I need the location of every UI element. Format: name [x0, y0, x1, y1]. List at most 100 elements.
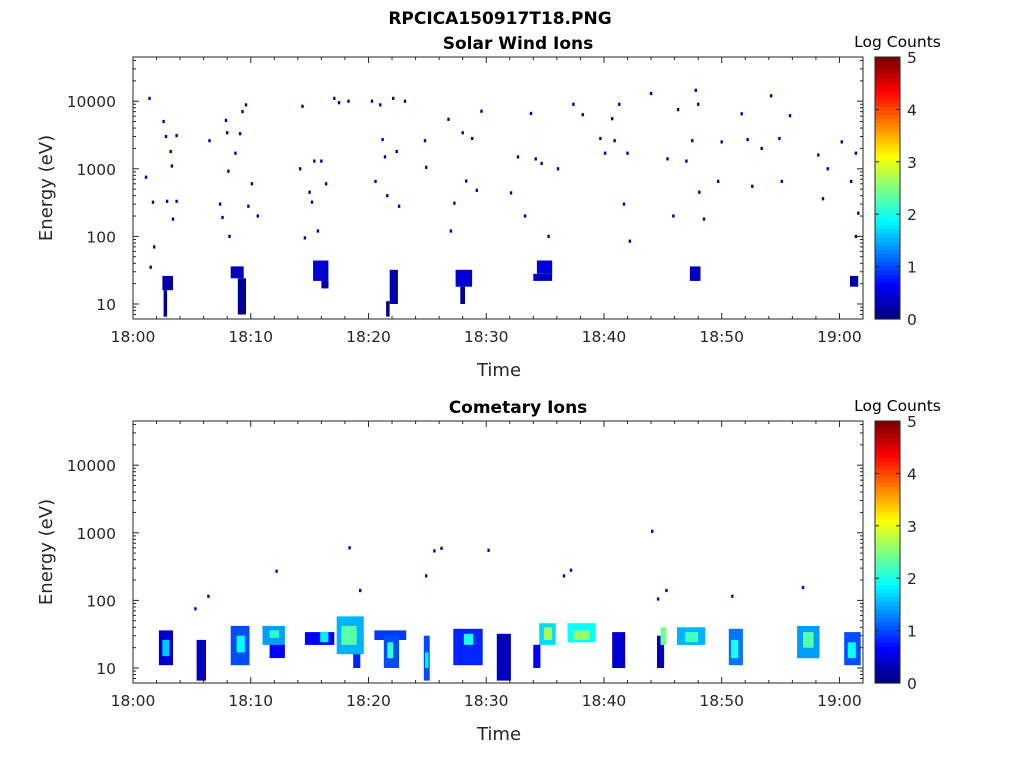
colorbar-swatch	[875, 220, 900, 226]
colorbar-swatch	[875, 543, 900, 549]
heatmap-point	[801, 585, 805, 590]
heatmap-cell	[389, 269, 398, 304]
x-ticks: 18:00 18:10 18:20 18:30 18:40 18:50 19:00	[111, 421, 862, 710]
heatmap-point	[581, 113, 584, 117]
panel-title: Solar Wind Ions	[443, 34, 594, 54]
heatmap-point	[509, 191, 513, 195]
colorbar-swatch	[875, 237, 900, 242]
colorbar-swatch	[875, 527, 900, 533]
heatmap-cell	[386, 301, 390, 317]
heatmap-point	[516, 155, 520, 159]
heatmap-point	[381, 138, 384, 142]
colorbar-swatch	[875, 674, 900, 680]
colorbar-swatch	[875, 449, 900, 455]
axes-frame	[132, 420, 864, 684]
colorbar-swatch	[875, 470, 900, 475]
colorbar-swatch	[875, 658, 900, 664]
heatmap-point	[310, 200, 314, 204]
colorbar-swatch	[875, 564, 900, 569]
heatmap-point	[649, 91, 653, 96]
heatmap-point	[171, 217, 175, 221]
colorbar-swatch	[875, 114, 900, 119]
heatmap-point	[622, 202, 626, 206]
heatmap-point	[826, 167, 829, 171]
colorbar-swatch	[875, 286, 900, 291]
heatmap-point	[691, 139, 694, 143]
y-tick-label: 10	[96, 660, 116, 678]
colorbar-swatch	[875, 515, 900, 520]
heatmap-cell	[536, 260, 553, 274]
heatmap-point	[540, 161, 543, 165]
heatmap-point	[676, 108, 680, 112]
heatmap-patches	[162, 260, 859, 317]
heatmap-point	[562, 574, 566, 578]
colorbar-swatch	[875, 552, 900, 557]
colorbar-label: Log Counts	[854, 33, 941, 51]
heatmap-point	[337, 101, 341, 105]
colorbar-swatch	[875, 265, 900, 271]
heatmap-point	[207, 594, 210, 598]
colorbar-swatch	[875, 269, 900, 275]
colorbar-swatch	[875, 77, 900, 83]
colorbar-tick-label: 5	[907, 413, 917, 431]
colorbar-swatch	[875, 506, 900, 512]
x-tick-label: 18:10	[228, 328, 273, 346]
y-tick-label: 10000	[67, 93, 116, 111]
heatmap-point	[613, 139, 616, 143]
colorbar-swatch	[875, 314, 900, 320]
colorbar-swatch	[875, 81, 900, 87]
heatmap-point	[740, 112, 743, 116]
heatmap-cell	[162, 639, 170, 657]
colorbar-swatch	[875, 461, 900, 467]
x-tick-label: 18:00	[111, 692, 156, 710]
heatmap-point	[770, 94, 773, 98]
colorbar-swatch	[875, 576, 900, 582]
heatmap-cell	[236, 635, 245, 653]
heatmap-point	[392, 96, 395, 100]
colorbar-swatch	[875, 167, 900, 173]
colorbar-swatch	[875, 61, 900, 66]
colorbar-label: Log Counts	[854, 397, 941, 415]
heatmap-point	[665, 588, 668, 593]
heatmap-cell	[612, 632, 626, 668]
heatmap-point	[316, 229, 320, 233]
colorbar-swatch	[875, 556, 900, 561]
colorbar-swatch	[875, 155, 900, 160]
colorbar-swatch	[875, 302, 900, 308]
heatmap-point	[370, 99, 374, 103]
colorbar-swatch	[875, 224, 900, 230]
colorbar-swatch	[875, 138, 900, 144]
colorbar-swatch	[875, 73, 900, 79]
heatmap-cell	[496, 633, 511, 681]
heatmap-point	[780, 179, 783, 183]
colorbar-swatch	[875, 175, 900, 181]
colorbar-swatch	[875, 261, 900, 267]
heatmap-point	[374, 179, 377, 183]
heatmap-point	[333, 96, 336, 100]
heatmap-patches	[158, 616, 861, 681]
heatmap-cell	[162, 275, 173, 291]
colorbar-swatch	[875, 278, 900, 283]
colorbar-tick-label: 2	[907, 570, 917, 588]
heatmap-cell	[463, 633, 474, 645]
colorbar-swatch	[875, 625, 900, 631]
colorbar-swatch	[875, 196, 900, 201]
x-tick-label: 18:30	[464, 692, 509, 710]
heatmap-point	[569, 568, 573, 572]
heatmap-point	[465, 179, 468, 183]
heatmap-point	[534, 157, 537, 161]
heatmap-point	[275, 569, 278, 573]
colorbar-swatch	[875, 605, 900, 610]
x-tick-label: 18:30	[464, 328, 509, 346]
colorbar-frame	[874, 56, 901, 320]
colorbar-swatch	[875, 568, 900, 574]
heatmap-point	[165, 199, 169, 203]
colorbar-swatch	[875, 511, 900, 516]
colorbar-swatch	[875, 597, 900, 602]
heatmap-point	[778, 136, 781, 141]
heatmap-point	[651, 529, 654, 533]
colorbar-swatch	[875, 282, 900, 287]
heatmap-point	[751, 184, 754, 188]
colorbar-swatch	[875, 433, 900, 438]
